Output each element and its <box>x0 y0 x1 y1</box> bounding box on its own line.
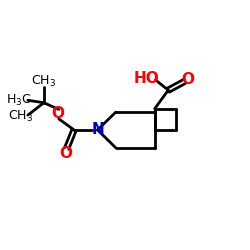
Text: H$_3$C: H$_3$C <box>6 93 32 108</box>
Text: N: N <box>91 122 104 138</box>
Text: O: O <box>181 72 194 87</box>
Text: O: O <box>52 106 65 121</box>
Text: HO: HO <box>133 71 159 86</box>
Text: CH$_3$: CH$_3$ <box>8 109 33 124</box>
Text: CH$_3$: CH$_3$ <box>31 74 56 88</box>
Text: O: O <box>59 146 72 162</box>
